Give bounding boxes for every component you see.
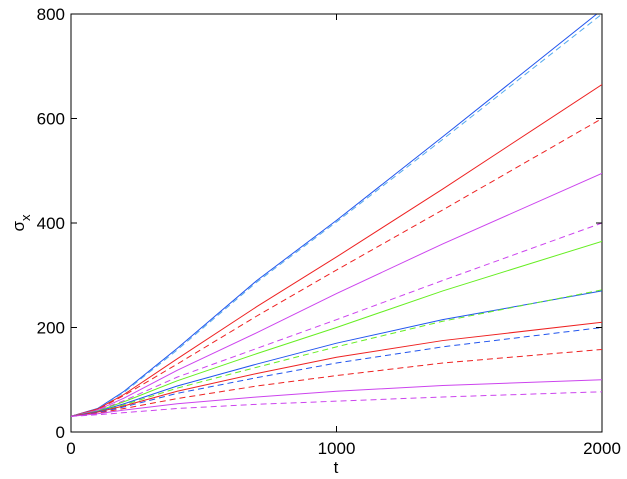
series-line: [71, 327, 602, 417]
series-line: [71, 348, 602, 417]
x-tick-label: 2000: [583, 439, 621, 458]
x-tick-label: 0: [66, 439, 75, 458]
y-axis-label-sub: x: [18, 214, 33, 221]
y-tick-label: 0: [56, 423, 65, 442]
x-axis-label: t: [334, 458, 339, 477]
series-line: [71, 14, 598, 417]
y-axis-label: σx: [9, 214, 33, 232]
series-line: [71, 240, 602, 417]
series-line: [71, 84, 602, 417]
x-tick-label: 1000: [318, 439, 356, 458]
y-tick-label: 800: [37, 5, 65, 24]
series-line: [71, 222, 602, 417]
y-tick-label: 600: [37, 110, 65, 129]
series-line: [71, 321, 602, 417]
series-line: [71, 118, 602, 417]
y-tick-label: 400: [37, 214, 65, 233]
series-line: [71, 391, 602, 417]
series-line: [71, 379, 602, 417]
plot-lines: [71, 14, 602, 417]
series-line: [71, 172, 602, 417]
series-line: [71, 290, 602, 417]
y-axis-label-main: σ: [9, 221, 28, 232]
y-tick-label: 200: [37, 319, 65, 338]
